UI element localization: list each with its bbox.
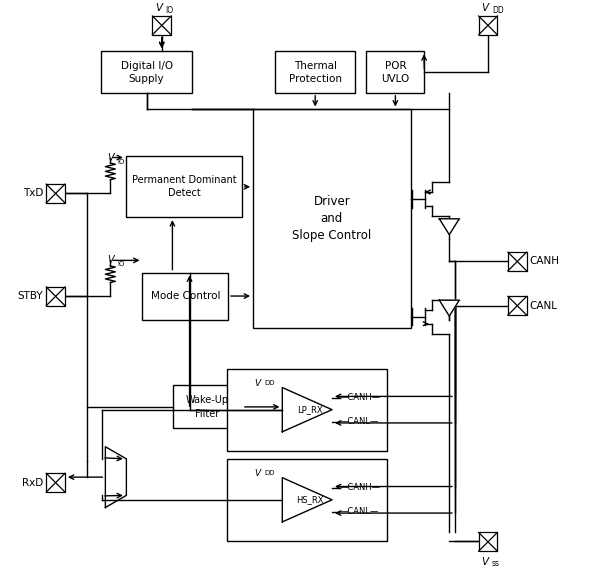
Polygon shape [439, 300, 459, 316]
Text: V: V [482, 557, 489, 567]
Text: STBY: STBY [18, 291, 43, 302]
Text: —CANH—: —CANH— [339, 393, 380, 402]
Text: —CANH—: —CANH— [339, 483, 380, 492]
Text: V: V [254, 469, 260, 478]
Text: Thermal
Protection: Thermal Protection [289, 60, 342, 84]
Text: Wake-Up
Filter: Wake-Up Filter [186, 395, 229, 419]
Text: LP_RX: LP_RX [297, 405, 322, 414]
Text: IO: IO [117, 159, 124, 164]
Text: ss: ss [492, 559, 500, 568]
Bar [173, 385, 242, 428]
Text: DD: DD [264, 471, 275, 476]
Text: V: V [155, 3, 163, 13]
Text: RxD: RxD [22, 477, 43, 488]
Bar [126, 156, 242, 217]
Text: TxD: TxD [23, 188, 43, 199]
Text: CANH: CANH [529, 257, 559, 266]
Text: Mode Control: Mode Control [151, 291, 220, 301]
Bar [101, 51, 192, 93]
Text: V: V [107, 153, 113, 163]
Bar [227, 459, 388, 541]
Bar [367, 51, 424, 93]
Text: Permanent Dominant
Detect: Permanent Dominant Detect [131, 175, 236, 199]
Bar [508, 252, 527, 271]
Text: DD: DD [264, 380, 275, 386]
Text: V: V [482, 3, 489, 13]
Text: Digital I/O
Supply: Digital I/O Supply [121, 60, 173, 84]
Bar [479, 533, 497, 551]
Bar [227, 369, 388, 451]
Text: HS_RX: HS_RX [296, 495, 323, 504]
Text: CANL: CANL [529, 301, 557, 311]
Bar [508, 296, 527, 315]
Text: —CANL—: —CANL— [339, 508, 379, 517]
Text: V: V [254, 379, 260, 387]
Bar [479, 16, 497, 35]
Text: POR
UVLO: POR UVLO [381, 60, 410, 84]
Text: IO: IO [117, 261, 124, 267]
Text: V: V [107, 255, 113, 265]
Bar [275, 51, 355, 93]
Bar [142, 273, 228, 320]
Bar [46, 184, 65, 203]
Bar [152, 16, 171, 35]
Text: IO: IO [166, 6, 174, 15]
Bar [46, 287, 65, 306]
Bar [253, 109, 410, 328]
Text: Driver
and
Slope Control: Driver and Slope Control [292, 195, 371, 242]
Text: —CANL—: —CANL— [339, 417, 379, 426]
Text: DD: DD [492, 6, 503, 15]
Polygon shape [439, 219, 459, 235]
Bar [46, 473, 65, 492]
